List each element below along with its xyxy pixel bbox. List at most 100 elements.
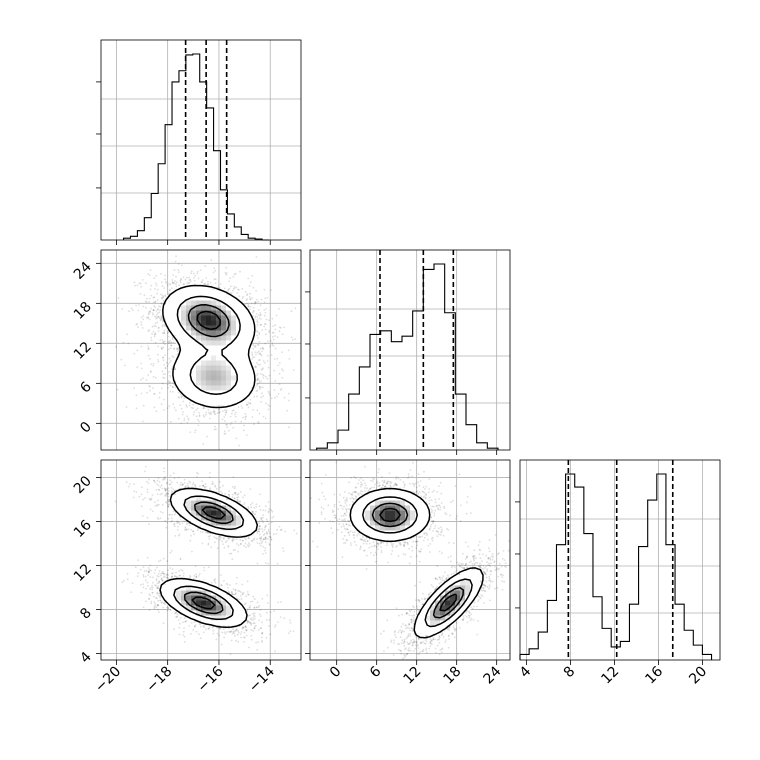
sample-point bbox=[261, 347, 264, 350]
panel-2d-2-0 bbox=[100, 459, 302, 661]
sample-point bbox=[216, 412, 219, 414]
density-cell bbox=[186, 395, 192, 401]
sample-point bbox=[152, 375, 155, 378]
density-cell bbox=[206, 380, 212, 386]
sample-point bbox=[241, 539, 244, 542]
sample-point bbox=[286, 409, 288, 412]
sample-point bbox=[166, 383, 169, 386]
density-cell bbox=[201, 325, 207, 331]
sample-point bbox=[207, 280, 209, 283]
contour-line bbox=[196, 310, 221, 331]
sample-point bbox=[267, 408, 270, 411]
sample-point bbox=[141, 486, 143, 489]
sample-point bbox=[172, 390, 174, 393]
sample-point bbox=[264, 361, 266, 364]
sample-point bbox=[193, 279, 196, 282]
sample-point bbox=[254, 346, 257, 348]
sample-point bbox=[219, 538, 221, 541]
density-cell bbox=[221, 385, 227, 391]
density-cell bbox=[196, 360, 202, 366]
density-cell bbox=[236, 340, 242, 346]
sample-point bbox=[188, 522, 190, 525]
density-cell bbox=[176, 355, 182, 361]
sample-point bbox=[225, 266, 228, 269]
sample-point bbox=[233, 538, 235, 541]
contour-line bbox=[162, 284, 256, 409]
sample-point bbox=[267, 404, 270, 406]
sample-point bbox=[256, 379, 259, 382]
sample-point bbox=[207, 409, 210, 411]
sample-point bbox=[281, 333, 284, 336]
sample-point bbox=[155, 376, 157, 379]
sample-point bbox=[158, 396, 161, 399]
density-cell bbox=[241, 370, 247, 376]
sample-point bbox=[182, 276, 185, 279]
density-cell bbox=[191, 355, 197, 361]
sample-point bbox=[246, 298, 248, 300]
sample-point bbox=[246, 293, 249, 296]
sample-point bbox=[196, 476, 198, 478]
sample-point bbox=[192, 403, 195, 406]
sample-point bbox=[204, 265, 207, 268]
sample-point bbox=[178, 533, 181, 536]
sample-point bbox=[253, 345, 256, 348]
sample-point bbox=[231, 496, 234, 499]
sample-point bbox=[158, 311, 161, 314]
sample-point bbox=[213, 278, 216, 280]
density-cell bbox=[211, 365, 217, 371]
sample-point bbox=[280, 388, 283, 390]
density-cell bbox=[206, 340, 212, 346]
sample-point bbox=[155, 282, 157, 285]
sample-point bbox=[223, 433, 226, 435]
sample-point bbox=[181, 484, 184, 486]
sample-point bbox=[169, 339, 171, 342]
sample-point bbox=[188, 402, 191, 404]
sample-point bbox=[160, 272, 162, 275]
sample-point bbox=[141, 279, 144, 281]
sample-point bbox=[223, 287, 226, 290]
sample-point bbox=[192, 277, 195, 279]
sample-point bbox=[213, 428, 216, 431]
sample-point bbox=[235, 538, 238, 541]
sample-point bbox=[183, 481, 186, 484]
sample-point bbox=[157, 345, 160, 348]
sample-point bbox=[195, 408, 198, 411]
sample-point bbox=[278, 326, 281, 329]
sample-point bbox=[287, 349, 290, 352]
panel-hist-1 bbox=[96, 39, 302, 241]
density-cell bbox=[206, 315, 212, 321]
sample-point bbox=[124, 364, 126, 367]
sample-point bbox=[176, 348, 179, 350]
sample-point bbox=[254, 315, 257, 318]
sample-point bbox=[243, 537, 246, 539]
sample-point bbox=[160, 387, 163, 390]
sample-point bbox=[249, 402, 251, 405]
sample-point bbox=[248, 544, 251, 546]
sample-point bbox=[248, 537, 250, 540]
sample-point bbox=[117, 297, 120, 299]
sample-point bbox=[159, 309, 162, 311]
sample-point bbox=[225, 272, 228, 275]
sample-point bbox=[196, 529, 199, 531]
sample-point bbox=[153, 406, 156, 409]
sample-point bbox=[264, 536, 267, 539]
density-cell bbox=[211, 395, 217, 401]
density-cell bbox=[226, 355, 232, 361]
sample-point bbox=[137, 326, 139, 328]
density-cell bbox=[196, 335, 202, 341]
sample-point bbox=[179, 279, 182, 282]
sample-point bbox=[237, 550, 239, 553]
sample-point bbox=[266, 297, 269, 299]
density-cell bbox=[231, 375, 237, 381]
density-cell bbox=[176, 330, 182, 336]
sample-point bbox=[168, 374, 171, 377]
sample-point bbox=[257, 337, 260, 339]
sample-point bbox=[259, 314, 262, 317]
sample-point bbox=[254, 351, 257, 353]
sample-point bbox=[167, 505, 170, 508]
density-cell bbox=[236, 395, 242, 401]
sample-point bbox=[257, 422, 260, 425]
sample-point bbox=[133, 483, 135, 486]
sample-point bbox=[290, 336, 293, 339]
sample-point bbox=[252, 315, 254, 317]
